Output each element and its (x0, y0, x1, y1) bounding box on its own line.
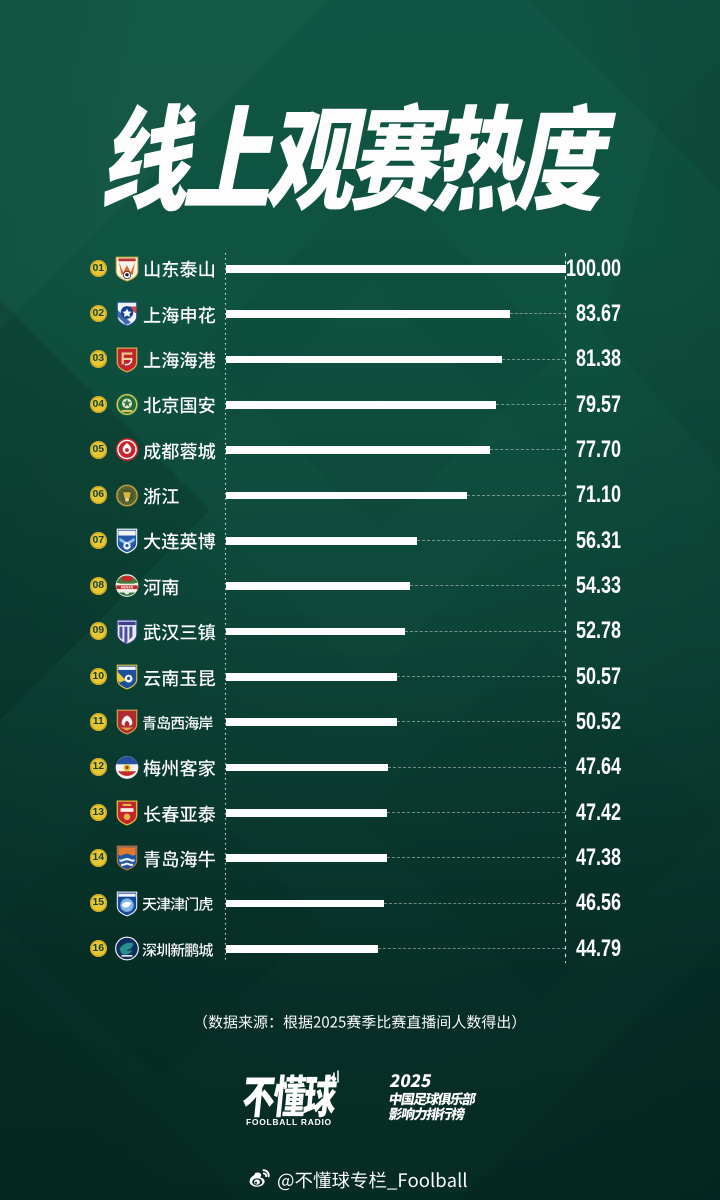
svg-text:HENAN: HENAN (121, 586, 134, 590)
